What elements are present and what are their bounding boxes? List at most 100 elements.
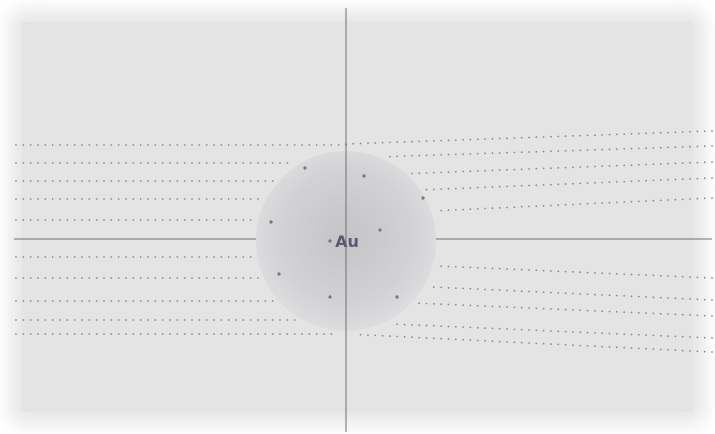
scattered-beam-dot bbox=[601, 272, 604, 275]
scattered-beam-dot bbox=[359, 333, 362, 336]
incoming-beam-dot bbox=[110, 162, 113, 164]
scattered-beam-dot bbox=[484, 339, 486, 342]
incoming-beam-dot bbox=[220, 333, 223, 335]
scattered-beam-dot bbox=[418, 154, 421, 157]
incoming-beam-dot bbox=[132, 198, 135, 200]
incoming-beam-dot bbox=[73, 333, 76, 335]
scattered-beam-dot bbox=[711, 299, 713, 301]
incoming-beam-dot bbox=[286, 319, 289, 321]
scattered-beam-dot bbox=[586, 309, 589, 312]
scattered-beam-dot bbox=[520, 184, 523, 187]
incoming-beam-dot bbox=[81, 256, 83, 258]
scattered-beam-dot bbox=[535, 307, 538, 310]
scattered-beam-dot bbox=[432, 337, 435, 340]
incoming-beam-dot bbox=[22, 277, 25, 279]
scattered-beam-dot bbox=[454, 338, 457, 341]
incoming-beam-dot bbox=[44, 162, 47, 164]
incoming-beam-dot bbox=[183, 256, 186, 258]
incoming-beam-dot bbox=[73, 219, 76, 221]
incoming-beam-dot bbox=[103, 300, 105, 302]
incoming-beam-dot bbox=[132, 162, 135, 164]
scattered-beam-dot bbox=[498, 327, 501, 330]
scattered-beam-dot bbox=[594, 332, 596, 334]
incoming-beam-dot bbox=[37, 198, 39, 200]
electron-dot bbox=[328, 239, 332, 243]
scattered-beam-dot bbox=[645, 163, 647, 166]
scattered-beam-dot bbox=[586, 331, 589, 334]
scattered-beam-dot bbox=[572, 331, 574, 333]
scattered-beam-dot bbox=[572, 149, 574, 152]
incoming-beam-dot bbox=[81, 162, 83, 164]
incoming-beam-dot bbox=[125, 319, 127, 321]
incoming-beam-dot bbox=[176, 198, 179, 200]
scattered-beam-dot bbox=[652, 348, 655, 350]
incoming-beam-dot bbox=[205, 333, 208, 335]
scattered-beam-dot bbox=[703, 314, 706, 317]
incoming-beam-dot bbox=[257, 277, 259, 279]
incoming-beam-dot bbox=[22, 256, 25, 258]
scattered-beam-dot bbox=[696, 177, 699, 180]
incoming-beam-dot bbox=[66, 256, 69, 258]
scattered-beam-dot bbox=[440, 265, 443, 268]
incoming-beam-dot bbox=[227, 300, 230, 302]
incoming-beam-dot bbox=[51, 144, 54, 146]
incoming-beam-dot bbox=[15, 162, 17, 164]
incoming-beam-dot bbox=[139, 277, 142, 279]
scattered-beam-dot bbox=[462, 138, 464, 141]
scattered-beam-dot bbox=[535, 269, 538, 272]
incoming-beam-dot bbox=[198, 219, 201, 221]
incoming-beam-dot bbox=[117, 219, 120, 221]
scattered-beam-dot bbox=[454, 209, 457, 211]
scattered-beam-dot bbox=[476, 152, 479, 155]
incoming-beam-dot bbox=[15, 144, 17, 146]
scattered-beam-dot bbox=[667, 178, 669, 181]
incoming-beam-dot bbox=[169, 277, 171, 279]
scattered-beam-dot bbox=[528, 168, 530, 170]
incoming-beam-dot bbox=[249, 319, 252, 321]
scattered-beam-dot bbox=[696, 161, 699, 164]
scattered-beam-dot bbox=[667, 131, 669, 134]
incoming-beam-dot bbox=[103, 219, 105, 221]
incoming-beam-dot bbox=[198, 144, 201, 146]
scattered-beam-dot bbox=[557, 204, 560, 207]
scattered-beam-dot bbox=[674, 349, 677, 352]
incoming-beam-dot bbox=[198, 319, 201, 321]
incoming-beam-dot bbox=[103, 333, 105, 335]
incoming-beam-dot bbox=[301, 333, 303, 335]
scattered-beam-dot bbox=[513, 151, 516, 154]
scattered-beam-dot bbox=[572, 135, 574, 137]
incoming-beam-dot bbox=[95, 256, 98, 258]
scattered-beam-dot bbox=[608, 346, 611, 348]
scattered-beam-dot bbox=[652, 296, 655, 299]
scattered-beam-dot bbox=[615, 164, 618, 167]
incoming-beam-dot bbox=[117, 333, 120, 335]
scattered-beam-dot bbox=[520, 168, 523, 171]
scattered-beam-dot bbox=[645, 132, 647, 135]
scattered-beam-dot bbox=[659, 146, 662, 149]
scattered-beam-dot bbox=[645, 179, 647, 182]
incoming-beam-dot bbox=[22, 300, 25, 302]
scattered-beam-dot bbox=[594, 148, 596, 151]
incoming-beam-dot bbox=[88, 180, 91, 182]
scattered-beam-dot bbox=[469, 339, 472, 341]
incoming-beam-dot bbox=[88, 256, 91, 258]
scattered-beam-dot bbox=[579, 309, 582, 312]
scattered-beam-dot bbox=[601, 202, 604, 205]
incoming-beam-dot bbox=[213, 300, 215, 302]
scattered-beam-dot bbox=[579, 271, 582, 274]
scattered-beam-dot bbox=[440, 337, 443, 340]
scattered-beam-dot bbox=[418, 324, 421, 327]
incoming-beam-dot bbox=[73, 198, 76, 200]
scattered-beam-dot bbox=[623, 201, 626, 204]
incoming-beam-dot bbox=[117, 319, 120, 321]
incoming-beam-dot bbox=[161, 198, 164, 200]
incoming-beam-dot bbox=[125, 198, 127, 200]
incoming-beam-dot bbox=[59, 198, 61, 200]
scattered-beam-dot bbox=[484, 186, 486, 189]
incoming-beam-dot bbox=[205, 198, 208, 200]
scattered-beam-dot bbox=[615, 133, 618, 136]
scattered-beam-dot bbox=[594, 202, 596, 205]
scattered-beam-dot bbox=[601, 332, 604, 335]
incoming-beam-dot bbox=[88, 198, 91, 200]
scattered-beam-dot bbox=[637, 200, 640, 203]
